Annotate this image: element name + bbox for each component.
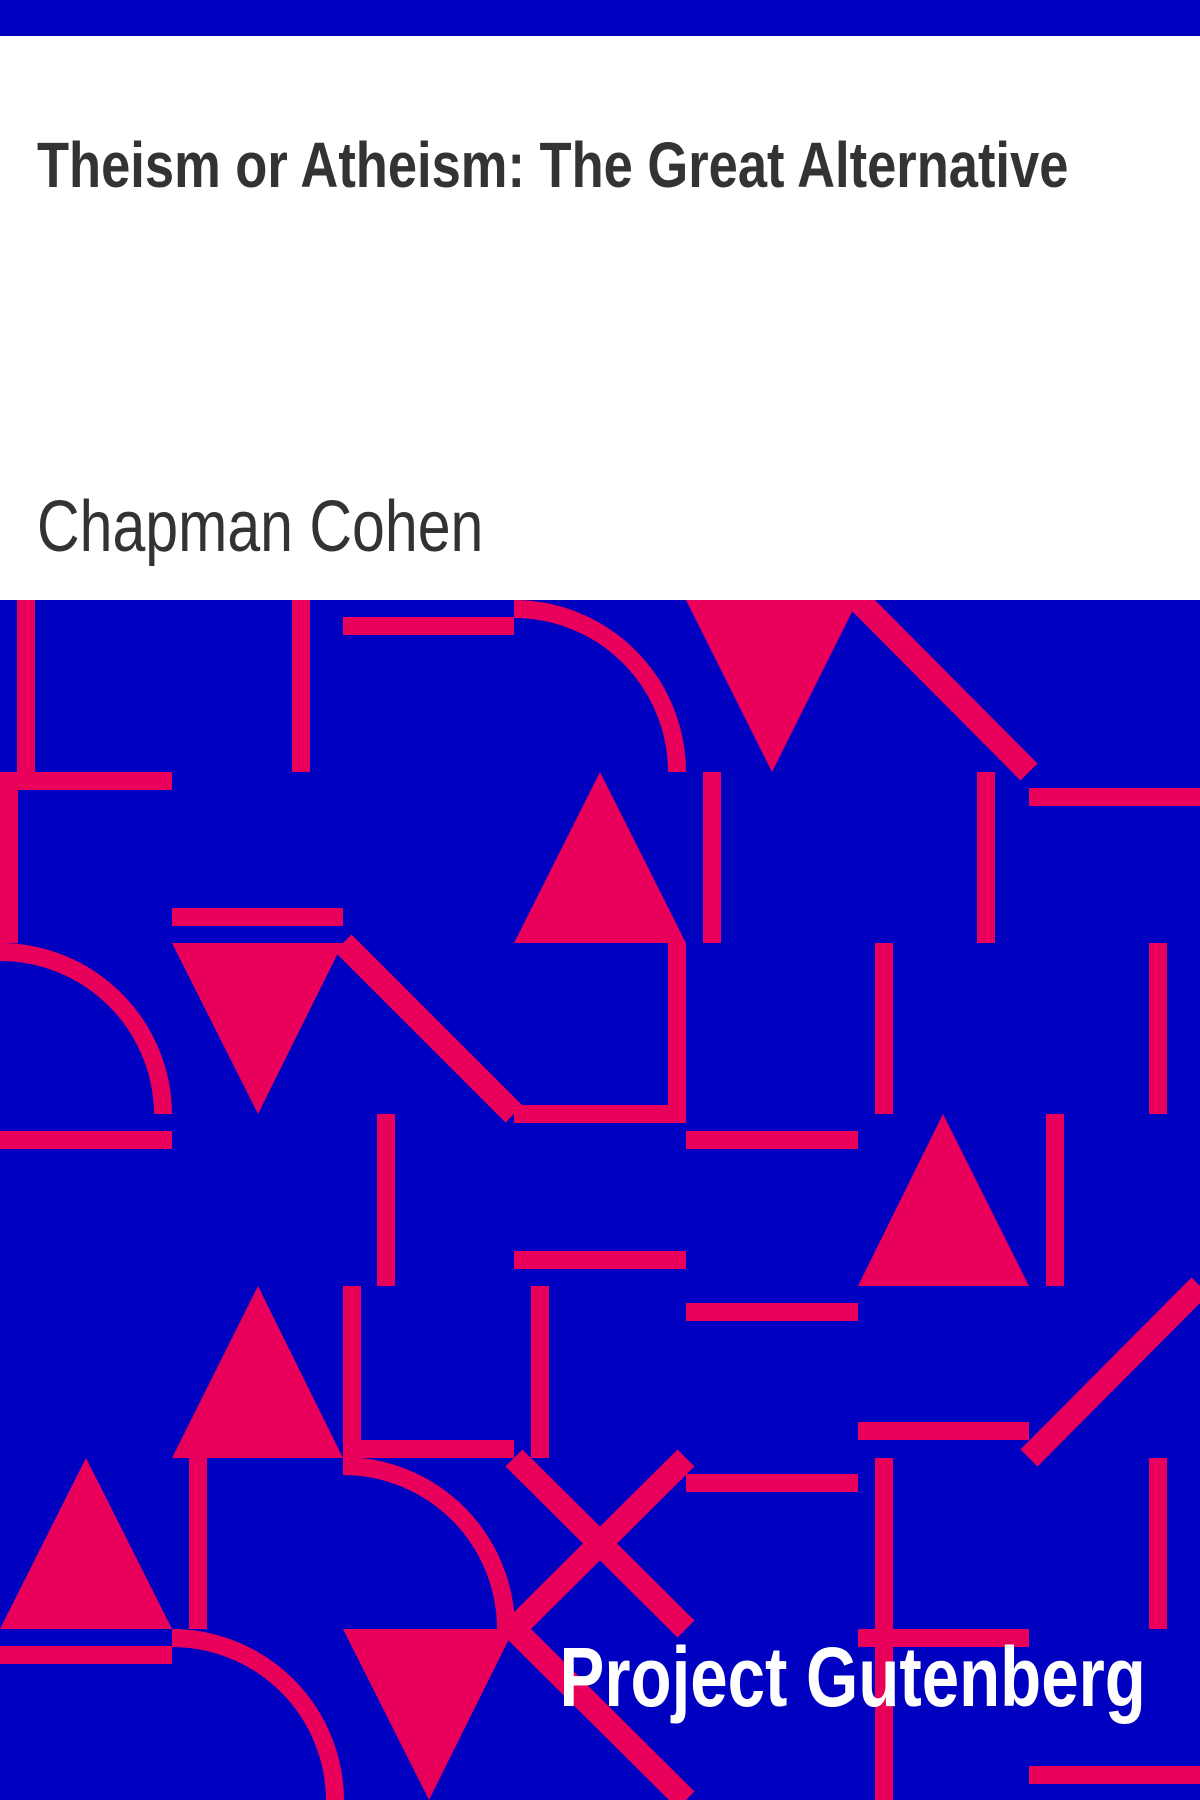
bar-shape [17,600,35,772]
bar-shape [875,1629,893,1800]
bar-shape [531,1286,549,1458]
bar-shape [858,1422,1029,1440]
bar-shape [858,1629,1029,1647]
bracket-shape [343,1286,514,1458]
arc-shape [0,943,172,1115]
arc-shape [342,1457,515,1630]
triangle-shape [0,1458,172,1629]
book-title: Theism or Atheism: The Great Alternative [37,129,1069,201]
diagonal-shape [505,1620,695,1800]
triangle-shape [686,600,858,772]
diagonal-shape [849,600,1038,781]
bar-shape [292,600,310,772]
cover-header: Theism or Atheism: The Great Alternative… [0,36,1200,600]
pattern-strokes [0,600,1200,1800]
bar-shape [1046,1114,1064,1286]
bar-shape [1149,943,1167,1114]
bar-shape [189,1458,207,1629]
bar-shape [875,1458,893,1629]
bar-shape [1149,1458,1167,1629]
top-color-band [0,0,1200,36]
diagonal-shape [334,934,523,1123]
triangle-shape [858,1114,1029,1286]
bar-shape [0,772,172,790]
bar-shape [703,772,721,943]
arc-shape [171,1629,344,1800]
bar-shape [0,1131,172,1149]
bracket-shape [514,943,686,1123]
bar-shape [343,617,514,635]
bar-shape [0,772,18,943]
diagonal-shape [1020,1277,1200,1467]
diagonal-shape [505,1449,695,1638]
bar-shape [686,1303,858,1321]
cover-pattern [0,600,1200,1800]
bar-shape [172,908,343,926]
bar-shape [977,772,995,943]
triangle-shape [172,943,343,1114]
arc-shape [513,600,686,773]
bar-shape [686,1131,858,1149]
triangle-shape [514,772,686,943]
bar-shape [686,1474,858,1492]
bar-shape [377,1114,395,1286]
bar-shape [1029,1766,1200,1784]
triangle-shape [172,1286,343,1458]
triangle-shape [343,1629,514,1800]
publisher-name: Project Gutenberg [559,1630,1146,1724]
pattern-shapes [0,600,1200,1800]
book-author: Chapman Cohen [37,487,484,567]
bar-shape [875,943,893,1114]
bar-shape [1029,788,1200,806]
bar-shape [0,1646,172,1664]
bar-shape [514,1251,686,1269]
